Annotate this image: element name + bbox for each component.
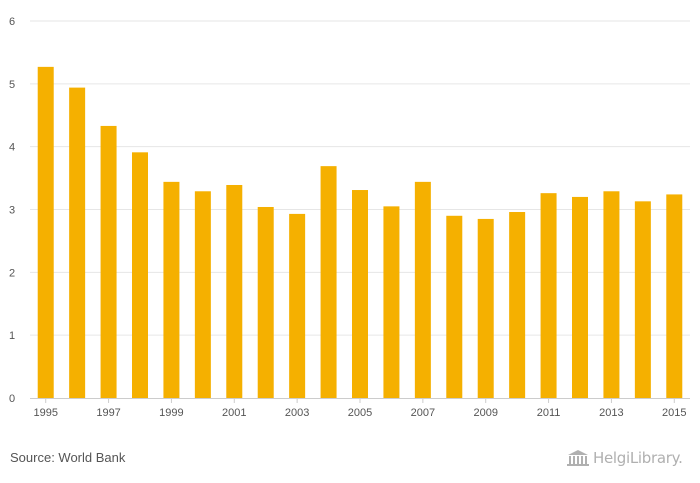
bar-2005 — [352, 190, 368, 398]
bar-2009 — [477, 218, 494, 398]
x-tick-label: 1999 — [159, 407, 183, 419]
bar-1996 — [69, 87, 86, 398]
y-tick-label: 2 — [9, 267, 15, 279]
y-tick-label: 0 — [9, 393, 15, 405]
bar-2013 — [603, 191, 620, 398]
bar-1995 — [37, 66, 54, 398]
x-tick-label: 2005 — [348, 407, 372, 419]
helgi-library-logo: HelgiLibrary. — [566, 449, 683, 467]
y-tick-label: 3 — [9, 205, 15, 217]
y-tick-label: 6 — [9, 16, 15, 28]
bar-2004 — [320, 166, 337, 398]
logo-text: HelgiLibrary. — [593, 449, 683, 467]
bar-2006 — [383, 206, 400, 398]
x-axis-ticks: 1995 1997 1999 2001 2003 2005 2007 2009 2011 2013… — [33, 398, 687, 419]
y-tick-label: 4 — [9, 142, 15, 154]
bar-2008 — [446, 215, 463, 398]
y-tick-label: 1 — [9, 330, 15, 342]
bar-2003 — [289, 213, 306, 398]
x-tick-label: 2003 — [285, 407, 309, 419]
bar-2012 — [572, 196, 588, 398]
bar-2010 — [509, 212, 526, 398]
library-building-icon — [567, 450, 589, 466]
bar-1997 — [100, 125, 117, 398]
x-tick-label: 1995 — [33, 407, 57, 419]
source-note: Source: World Bank — [10, 450, 126, 465]
x-tick-label: 2011 — [537, 407, 561, 419]
x-tick-label: 2007 — [411, 407, 435, 419]
bar-2015 — [666, 194, 683, 398]
bar-2000 — [194, 191, 211, 398]
bar-1999 — [163, 181, 180, 398]
y-tick-label: 5 — [9, 79, 15, 91]
x-tick-label: 2015 — [662, 407, 686, 419]
bar-2007 — [414, 181, 431, 398]
x-tick-label: 1997 — [96, 407, 120, 419]
x-tick-label: 2001 — [222, 407, 246, 419]
bar-2011 — [540, 193, 557, 398]
bar-chart: 0 1 2 3 4 5 6 1995 1997 1999 2001 2003 2005 2007 2009… — [9, 16, 690, 419]
x-tick-label: 2013 — [599, 407, 623, 419]
bar-2014 — [634, 201, 651, 398]
bar-2002 — [257, 206, 274, 398]
bar-1998 — [132, 152, 148, 398]
bar-2001 — [226, 184, 243, 398]
x-tick-label: 2009 — [473, 407, 497, 419]
y-axis-ticks: 0 1 2 3 4 5 6 — [9, 16, 15, 405]
bars — [37, 66, 683, 398]
